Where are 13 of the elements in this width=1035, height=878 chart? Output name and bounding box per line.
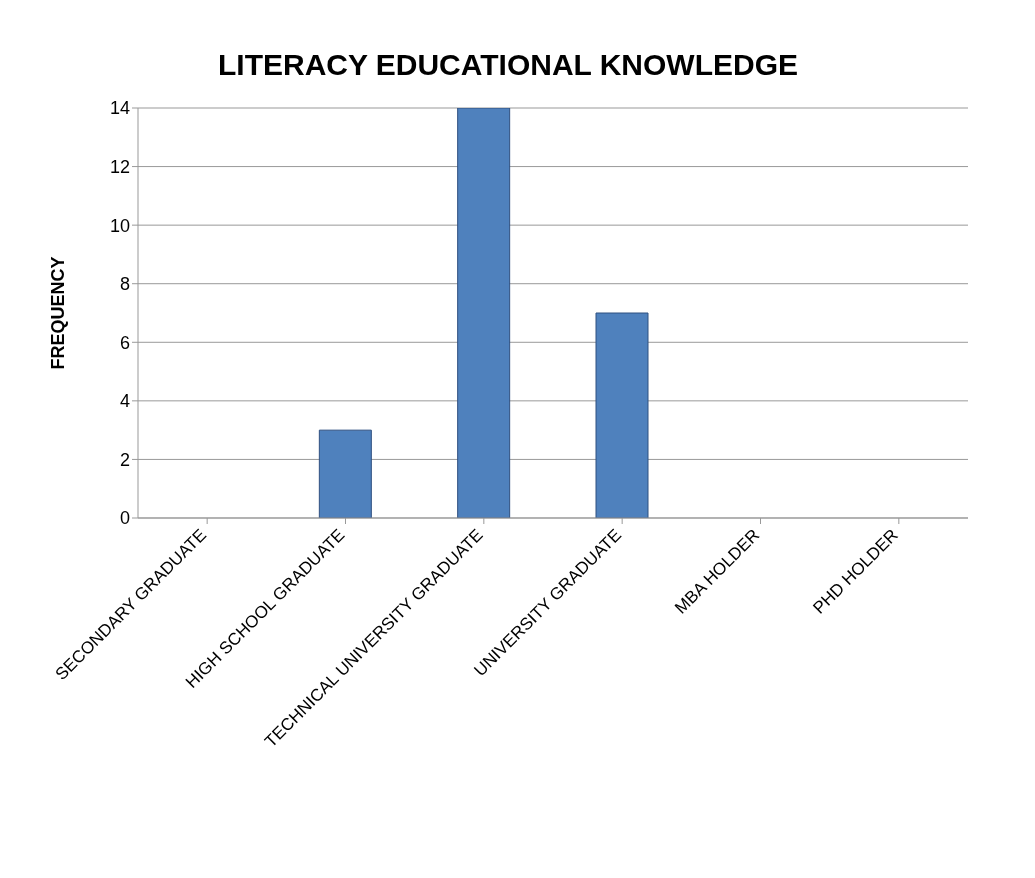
y-tick-label: 10 — [109, 215, 130, 236]
y-axis-title: FREQUENCY — [48, 256, 69, 370]
y-tick-label: 6 — [119, 332, 130, 353]
bar — [318, 429, 372, 518]
chart-title: LITERACY EDUCATIONAL KNOWLEDGE — [217, 48, 799, 82]
y-tick-label: 12 — [109, 156, 130, 177]
y-tick-label: 8 — [119, 274, 130, 295]
y-tick-label: 0 — [119, 508, 130, 529]
bar — [457, 108, 511, 518]
y-tick-label: 4 — [119, 391, 130, 412]
bar — [595, 312, 649, 518]
y-tick-label: 14 — [109, 98, 130, 119]
y-tick-label: 2 — [119, 449, 130, 470]
